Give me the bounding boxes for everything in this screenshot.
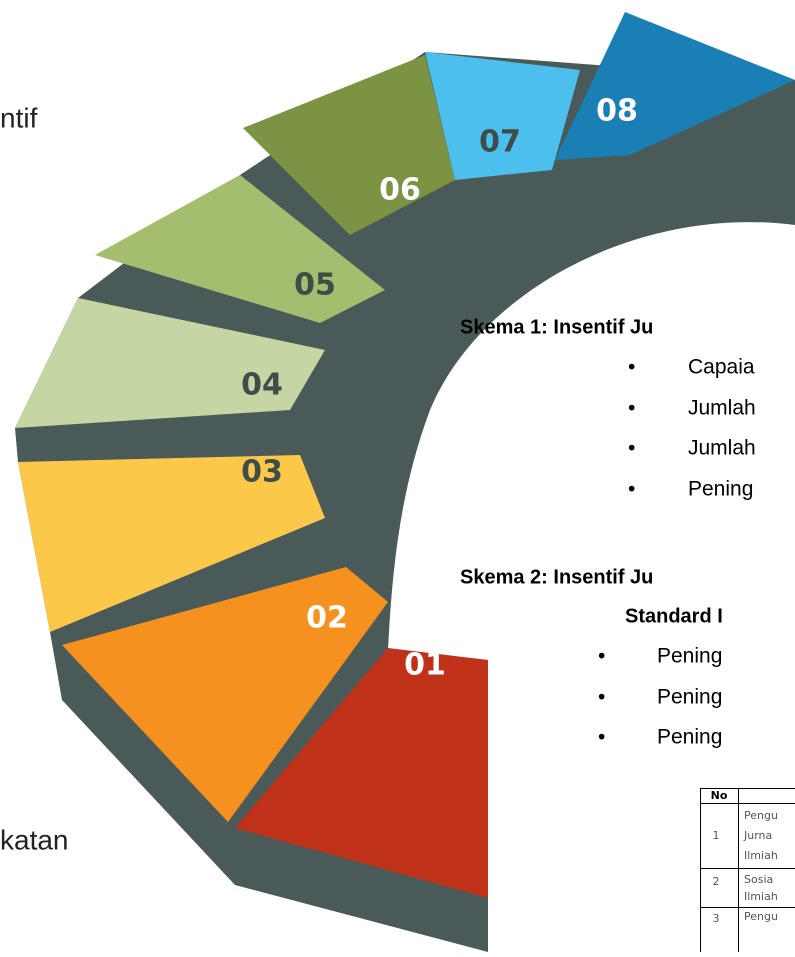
bullet: •: [628, 478, 635, 501]
table-cell: 2: [713, 875, 720, 888]
step-number: 04: [241, 368, 283, 403]
bullet-list: • Pening • Pening • Pening: [598, 645, 722, 749]
skema-title: Standard I: [625, 605, 723, 627]
table-cell: 1: [713, 829, 720, 842]
table-cell: Pengu: [744, 809, 778, 822]
table-cell: Jurna: [743, 829, 772, 842]
step-number: 06: [379, 173, 421, 208]
skema-title: Skema 2: Insentif Ju: [460, 566, 653, 588]
table-cell: Pengu: [744, 910, 778, 923]
bullet-text: Pening: [657, 645, 722, 668]
step-number: 08: [596, 94, 638, 129]
bullet: •: [628, 356, 635, 379]
bullet-text: Jumlah: [688, 397, 756, 420]
bullet: •: [628, 437, 635, 460]
slide: 01 02 03 04 05 06 07 08 ntif katan Skema…: [0, 0, 795, 952]
skema-title: Skema 1: Insentif Ju: [460, 316, 653, 338]
table-header: No: [711, 789, 728, 802]
step-number: 07: [479, 125, 521, 160]
step-number: 05: [294, 268, 336, 303]
table-cell: 3: [713, 912, 720, 925]
step-number: 01: [404, 648, 446, 683]
step-number: 02: [306, 601, 348, 636]
bullet-text: Pening: [688, 478, 753, 501]
bullet-list: • Capaia • Jumlah • Jumlah • Pening: [628, 356, 756, 501]
bullet-text: Capaia: [688, 356, 755, 379]
left-text: katan: [0, 824, 69, 855]
bullet: •: [598, 726, 605, 749]
bullet: •: [628, 397, 635, 420]
bullet: •: [598, 645, 605, 668]
table-cell: Sosia: [744, 873, 773, 886]
bullet-text: Pening: [657, 726, 722, 749]
bullet-text: Jumlah: [688, 437, 756, 460]
bullet-text: Pening: [657, 686, 722, 709]
table-cell: Ilmiah: [744, 849, 778, 862]
step-number: 03: [241, 455, 283, 490]
left-text: ntif: [0, 102, 38, 133]
bullet: •: [598, 686, 605, 709]
table-cell: Ilmiah: [744, 890, 778, 903]
